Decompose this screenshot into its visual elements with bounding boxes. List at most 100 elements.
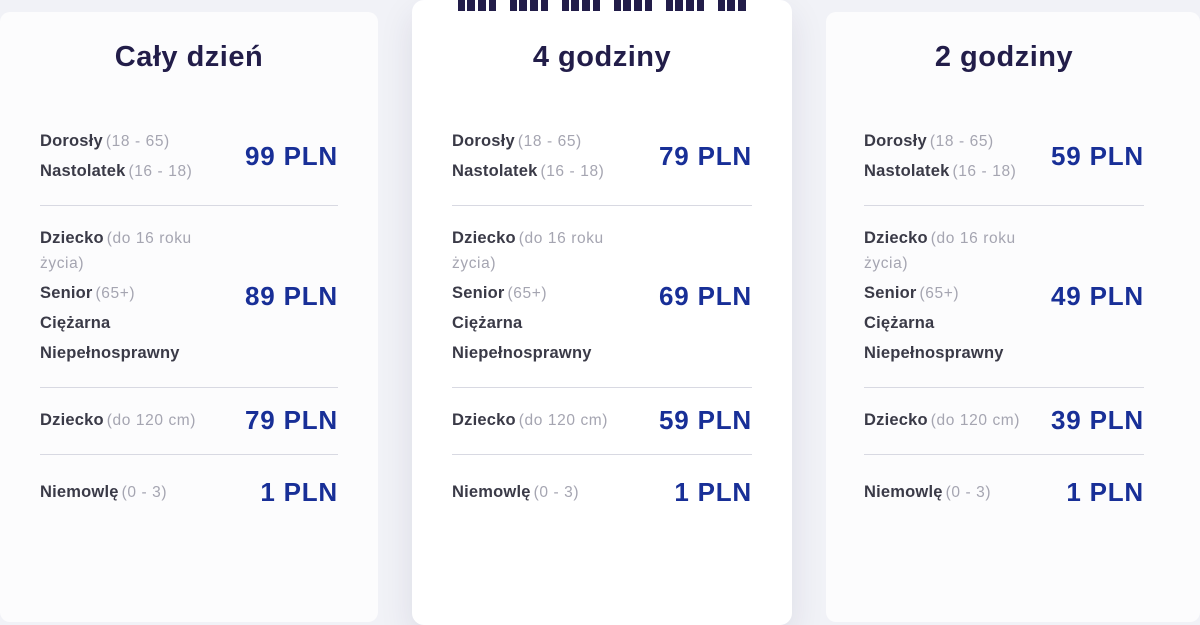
- pricing-card: Cały dzień Dorosły (18 - 65) Nastolatek (16…: [0, 12, 378, 622]
- label-name: Niemowlę: [40, 483, 119, 501]
- ticket-label: Dziecko (do 16 roku życia): [452, 226, 651, 276]
- labels: Dziecko (do 16 roku życia) Senior (65+) Cięż…: [40, 221, 237, 371]
- label-name: Dziecko: [452, 229, 516, 247]
- price-group: Dziecko (do 120 cm) 39 PLN: [864, 388, 1144, 455]
- column-title: Cały dzień: [114, 41, 264, 73]
- price-group: Niemowlę (0 - 3) 1 PLN: [40, 455, 338, 526]
- labels: Dziecko (do 120 cm): [864, 403, 1043, 438]
- ticket-label: Senior (65+): [452, 281, 651, 306]
- ticket-label: Niepełnosprawny: [864, 341, 1043, 366]
- column-title: 4 godziny: [532, 41, 672, 73]
- price-group: Dziecko (do 16 roku życia) Senior (65+) Cięż…: [40, 206, 338, 388]
- label-name: Nastolatek: [864, 162, 950, 180]
- ticket-label: Dorosły (18 - 65): [40, 129, 237, 154]
- column-title: 2 godziny: [934, 41, 1074, 73]
- label-note: (do 120 cm): [518, 412, 609, 429]
- price-group: Dorosły (18 - 65) Nastolatek (16 - 18) 99 P…: [40, 109, 338, 206]
- labels: Niemowlę (0 - 3): [40, 475, 252, 510]
- labels: Dorosły (18 - 65) Nastolatek (16 - 18): [864, 124, 1043, 189]
- label-note: (16 - 18): [128, 163, 193, 180]
- label-name: Dziecko: [40, 411, 104, 429]
- pricing-card: 4 godziny Dorosły (18 - 65) Nastolatek (16 …: [412, 0, 792, 625]
- price: 59 PLN: [659, 405, 752, 435]
- label-note: (18 - 65): [105, 133, 170, 150]
- ticket-label: Dziecko (do 16 roku życia): [864, 226, 1043, 276]
- ticket-label: Ciężarna: [40, 311, 237, 336]
- price-group: Dorosły (18 - 65) Nastolatek (16 - 18) 59 P…: [864, 109, 1144, 206]
- labels: Dorosły (18 - 65) Nastolatek (16 - 18): [40, 124, 237, 189]
- ticket-label: Niemowlę (0 - 3): [864, 480, 1058, 505]
- clipped-text-fragments: [458, 0, 746, 15]
- price: 79 PLN: [245, 405, 338, 435]
- price: 99 PLN: [245, 141, 338, 171]
- price: 69 PLN: [659, 280, 752, 311]
- ticket-label: Dorosły (18 - 65): [452, 129, 651, 154]
- label-name: Dorosły: [40, 132, 103, 150]
- ticket-label: Dziecko (do 120 cm): [452, 408, 651, 433]
- labels: Dziecko (do 16 roku życia) Senior (65+) Cięż…: [864, 221, 1043, 371]
- label-note: (0 - 3): [533, 484, 580, 501]
- label-note: (do 16 roku życia): [452, 230, 604, 272]
- label-note: (0 - 3): [121, 484, 168, 501]
- price-groups: Dorosły (18 - 65) Nastolatek (16 - 18) 59 P…: [864, 109, 1144, 526]
- label-note: (16 - 18): [540, 163, 605, 180]
- ticket-label: Dziecko (do 120 cm): [864, 408, 1043, 433]
- label-name: Niemowlę: [452, 483, 531, 501]
- label-note: (do 120 cm): [106, 412, 197, 429]
- price-group: Dziecko (do 120 cm) 79 PLN: [40, 388, 338, 455]
- label-name: Dziecko: [864, 411, 928, 429]
- ticket-label: Ciężarna: [864, 311, 1043, 336]
- label-name: Ciężarna: [452, 314, 523, 332]
- ticket-label: Niepełnosprawny: [40, 341, 237, 366]
- label-name: Dorosły: [864, 132, 927, 150]
- price: 39 PLN: [1051, 405, 1144, 435]
- price-groups: Dorosły (18 - 65) Nastolatek (16 - 18) 99 P…: [40, 109, 338, 526]
- price-group: Dziecko (do 16 roku życia) Senior (65+) Cięż…: [452, 206, 752, 388]
- label-note: (do 16 roku życia): [40, 230, 192, 272]
- labels: Dorosły (18 - 65) Nastolatek (16 - 18): [452, 124, 651, 189]
- ticket-label: Ciężarna: [452, 311, 651, 336]
- label-note: (65+): [919, 285, 960, 302]
- label-name: Nastolatek: [40, 162, 126, 180]
- label-name: Ciężarna: [40, 314, 111, 332]
- price-group: Dorosły (18 - 65) Nastolatek (16 - 18) 79 P…: [452, 109, 752, 206]
- ticket-label: Niemowlę (0 - 3): [452, 480, 666, 505]
- labels: Dziecko (do 16 roku życia) Senior (65+) Cięż…: [452, 221, 651, 371]
- label-name: Niepełnosprawny: [452, 344, 592, 362]
- label-note: (do 16 roku życia): [864, 230, 1016, 272]
- price: 1 PLN: [260, 477, 338, 507]
- price: 49 PLN: [1051, 280, 1144, 311]
- labels: Niemowlę (0 - 3): [452, 475, 666, 510]
- label-name: Nastolatek: [452, 162, 538, 180]
- label-note: (0 - 3): [945, 484, 992, 501]
- label-note: (16 - 18): [952, 163, 1017, 180]
- label-note: (18 - 65): [517, 133, 582, 150]
- label-note: (65+): [507, 285, 548, 302]
- price: 1 PLN: [1066, 477, 1144, 507]
- ticket-label: Nastolatek (16 - 18): [452, 159, 651, 184]
- label-name: Dorosły: [452, 132, 515, 150]
- label-name: Niemowlę: [864, 483, 943, 501]
- ticket-label: Nastolatek (16 - 18): [864, 159, 1043, 184]
- label-name: Ciężarna: [864, 314, 935, 332]
- price: 1 PLN: [674, 477, 752, 507]
- label-name: Senior: [40, 284, 93, 302]
- price-group: Dziecko (do 16 roku życia) Senior (65+) Cięż…: [864, 206, 1144, 388]
- ticket-label: Nastolatek (16 - 18): [40, 159, 237, 184]
- label-name: Dziecko: [40, 229, 104, 247]
- ticket-label: Senior (65+): [40, 281, 237, 306]
- label-note: (do 120 cm): [930, 412, 1021, 429]
- label-name: Dziecko: [864, 229, 928, 247]
- labels: Dziecko (do 120 cm): [452, 403, 651, 438]
- ticket-label: Dorosły (18 - 65): [864, 129, 1043, 154]
- ticket-label: Niepełnosprawny: [452, 341, 651, 366]
- ticket-label: Dziecko (do 16 roku życia): [40, 226, 237, 276]
- ticket-label: Niemowlę (0 - 3): [40, 480, 252, 505]
- price: 59 PLN: [1051, 141, 1144, 171]
- price-group: Niemowlę (0 - 3) 1 PLN: [452, 455, 752, 526]
- label-name: Niepełnosprawny: [40, 344, 180, 362]
- price-group: Niemowlę (0 - 3) 1 PLN: [864, 455, 1144, 526]
- labels: Dziecko (do 120 cm): [40, 403, 237, 438]
- price-groups: Dorosły (18 - 65) Nastolatek (16 - 18) 79 P…: [452, 109, 752, 526]
